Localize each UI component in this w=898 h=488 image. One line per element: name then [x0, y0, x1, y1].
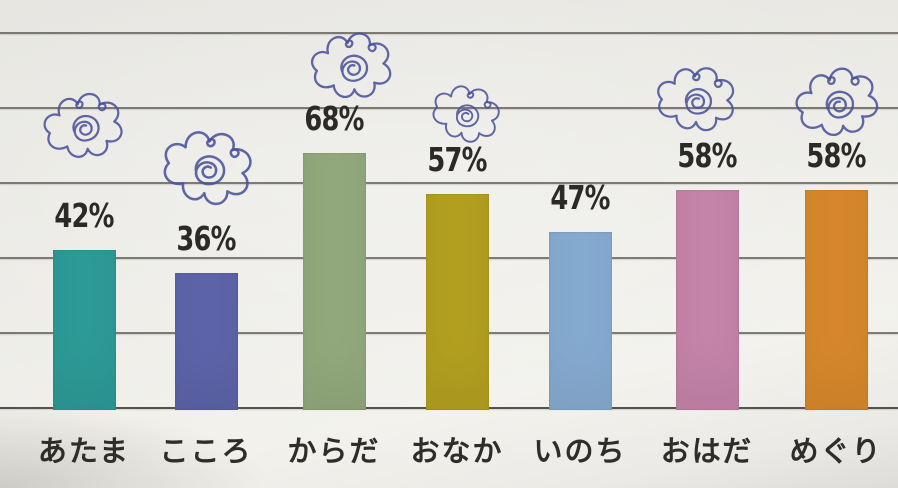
category-label: めぐり — [789, 434, 883, 468]
category-label: こころ — [159, 434, 253, 468]
bar-value-label: 58% — [806, 136, 866, 175]
bar — [675, 190, 739, 410]
bar-value-label: 36% — [176, 219, 236, 258]
bar-value-label: 57% — [427, 140, 487, 179]
bar-value-label: 68% — [304, 99, 364, 138]
bar — [425, 194, 489, 410]
category-label: からだ — [287, 434, 381, 468]
category-label: いのち — [533, 434, 627, 468]
bar — [174, 273, 238, 410]
bar — [804, 190, 868, 410]
flower-doodle-icon — [655, 64, 736, 133]
bar-value-label: 42% — [54, 196, 114, 235]
bar-value-label: 47% — [550, 178, 610, 217]
gridline — [0, 182, 898, 184]
bar — [52, 250, 116, 410]
gridline — [0, 107, 898, 109]
bar — [302, 153, 366, 410]
flower-doodle-icon — [157, 123, 257, 211]
flower-doodle-icon — [40, 89, 126, 163]
bar — [548, 232, 612, 410]
gridline — [0, 32, 898, 34]
bar-value-label: 58% — [677, 136, 737, 175]
category-label: おはだ — [660, 434, 754, 468]
category-label: あたま — [37, 434, 131, 468]
category-label: おなか — [410, 434, 504, 468]
